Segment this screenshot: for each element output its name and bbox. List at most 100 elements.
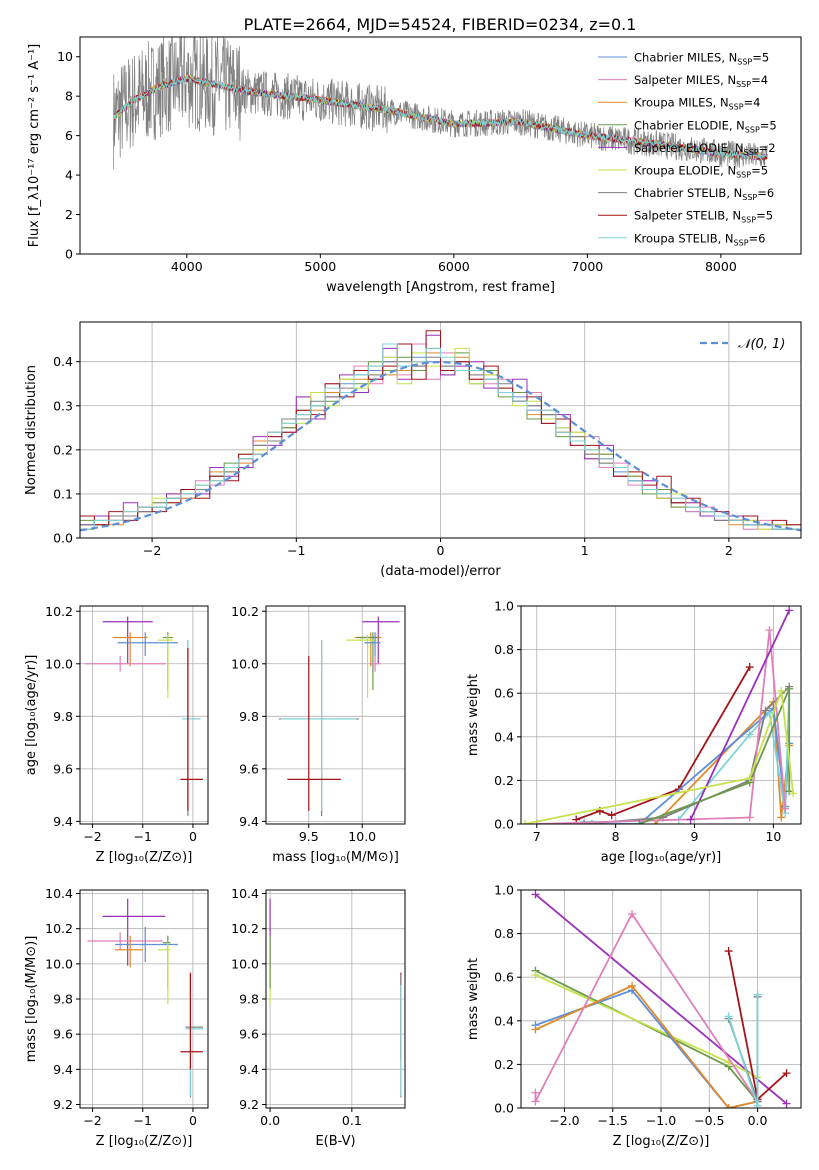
spectrum-xtick-label: 7000 — [571, 259, 603, 274]
mass-weight-marker — [628, 909, 637, 918]
mass_vs_ebv-ytick-label: 9.2 — [239, 1097, 259, 1112]
spectrum-ytick-label: 6 — [65, 128, 73, 143]
mass-weight-marker — [686, 815, 695, 824]
massweight_vs_z-xtick-label: −2.0 — [549, 1113, 579, 1128]
mass-weight-marker — [745, 813, 754, 822]
mass_vs_ebv-panel: 0.0 0.1 9.2 9.4 9.6 9.8 10.0 10.2 10.4 E(B-V) — [231, 886, 406, 1149]
mass-weight-marker — [745, 774, 754, 783]
massweight_vs_z-ytick-label: 0.0 — [494, 1101, 514, 1116]
massweight_vs_z-panel: −2.0 −1.5 −1.0 −0.5 0.0 0.0 0.2 0.4 0.6 0.8 1.0 Z [… — [466, 883, 802, 1149]
mass-weight-line — [535, 984, 758, 1108]
residuals-xtick-label: 1 — [581, 543, 589, 558]
legend-label: Kroupa MILES, NSSP=4 — [634, 96, 760, 112]
mass_vs_z-xlabel: Z [log₁₀(Z/Z⊙)] — [96, 1134, 193, 1149]
mass-weight-marker — [777, 813, 786, 822]
mass-weight-marker — [651, 820, 660, 824]
mass-weight-marker — [781, 804, 790, 813]
mass-weight-line — [534, 912, 759, 1103]
mass-weight-line — [727, 996, 759, 1102]
mass-weight-marker — [745, 663, 754, 672]
mass_vs_z-ytick-label: 10.4 — [45, 886, 73, 901]
residuals-xtick-label: −2 — [143, 543, 161, 558]
age_vs_z-ytick-label: 10.0 — [45, 656, 73, 671]
massweight_vs_age-ytick-label: 0.0 — [494, 817, 514, 832]
massweight_vs_age-xtick-label: 9 — [691, 829, 699, 844]
spectrum-panel: 4000 5000 6000 7000 8000 0 2 4 6 8 10 wavelength [A… — [27, 36, 802, 295]
spectrum-xtick-label: 5000 — [304, 259, 336, 274]
mass_vs_ebv-ytick-label: 9.8 — [239, 992, 259, 1007]
mass-weight-marker — [724, 1012, 733, 1021]
spectrum-legend: Chabrier MILES, NSSP=5 Salpeter MILES, NS… — [598, 51, 777, 247]
massweight_vs_z-ytick-label: 1.0 — [494, 883, 514, 898]
legend-label: 𝒩(0, 1) — [738, 337, 785, 352]
massweight_vs_age-ytick-label: 0.6 — [494, 686, 514, 701]
spectrum-ytick-label: 4 — [65, 168, 73, 183]
massweight_vs_age-plot-area — [521, 606, 798, 824]
massweight_vs_age-ylabel: mass weight — [466, 674, 481, 756]
mass_vs_ebv-plot-area — [269, 898, 402, 1098]
legend-label: Salpeter MILES, NSSP=4 — [634, 73, 768, 89]
age_vs_mass-xlabel: mass [log₁₀(M/M⊙)] — [272, 850, 399, 865]
mass_vs_z-ylabel: mass [log₁₀(M/M⊙)] — [24, 936, 39, 1063]
mass-weight-marker — [531, 1097, 540, 1106]
massweight_vs_age-panel: 7 8 9 10 0.0 0.2 0.4 0.6 0.8 1.0 age [log₁₀(age/yr… — [466, 599, 802, 865]
residuals-ytick-label: 0.0 — [53, 531, 73, 546]
age_vs_z-xlabel: Z [log₁₀(Z/Z⊙)] — [96, 850, 193, 865]
mass_vs_z-panel: −2 −1 0 9.2 9.4 9.6 9.8 10.0 10.2 10.4 Z [log₁₀(Z/… — [24, 886, 209, 1149]
age_vs_mass-ytick-label: 9.4 — [239, 814, 259, 829]
age_vs_z-frame — [79, 605, 209, 825]
age_vs_z-ytick-label: 9.6 — [53, 761, 73, 776]
residuals-ytick-label: 0.2 — [53, 442, 73, 457]
massweight_vs_z-xtick-label: 0.0 — [748, 1113, 768, 1128]
mass-weight-marker — [724, 947, 733, 956]
legend-label: Chabrier STELIB, NSSP=6 — [634, 186, 774, 202]
mass-weight-marker — [777, 687, 786, 696]
massweight_vs_z-xtick-label: −1.5 — [598, 1113, 628, 1128]
spectrum-xtick-label: 6000 — [438, 259, 470, 274]
mass-weight-marker — [782, 1069, 791, 1078]
massweight_vs_z-ytick-label: 0.2 — [494, 1057, 514, 1072]
spectrum-plot-area — [112, 37, 768, 170]
massweight_vs_z-ylabel: mass weight — [466, 958, 481, 1040]
massweight_vs_z-plot-area — [531, 890, 791, 1108]
residuals-ytick-label: 0.1 — [53, 486, 73, 501]
mass_vs_z-xtick-label: −2 — [83, 1113, 101, 1128]
mass-weight-marker — [789, 789, 798, 798]
mass-weight-marker — [531, 1088, 540, 1097]
residuals-plot-area — [80, 330, 801, 532]
age_vs_mass-panel: 9.5 10.0 9.4 9.6 9.8 10.0 10.2 mass [log₁₀(M/M⊙… — [231, 604, 406, 865]
mass_vs_z-ytick-label: 10.2 — [45, 921, 73, 936]
age_vs_z-ytick-label: 9.4 — [53, 814, 73, 829]
age_vs_mass-ytick-label: 10.2 — [231, 604, 259, 619]
legend-label: Chabrier MILES, NSSP=5 — [634, 51, 769, 67]
mass-weight-marker — [761, 706, 770, 715]
figure-title: PLATE=2664, MJD=54524, FIBERID=0234, z=0… — [244, 15, 637, 34]
massweight_vs_age-ytick-label: 0.2 — [494, 773, 514, 788]
mass-weight-marker — [724, 1104, 733, 1108]
massweight_vs_z-ytick-label: 0.6 — [494, 970, 514, 985]
mass-weight-marker — [635, 820, 644, 824]
massweight_vs_age-ytick-label: 1.0 — [494, 599, 514, 614]
massweight_vs_age-frame — [520, 605, 802, 825]
histogram-step — [80, 330, 801, 526]
age_vs_z-panel: −2 −1 0 9.4 9.6 9.8 10.0 10.2 Z [log₁₀(Z/Z⊙)] age… — [24, 604, 209, 865]
age_vs_mass-xtick-label: 9.5 — [299, 829, 319, 844]
legend-label: Kroupa ELODIE, NSSP=5 — [634, 164, 768, 180]
mass-weight-marker — [753, 1101, 762, 1108]
mass_vs_ebv-ytick-label: 9.4 — [239, 1062, 259, 1077]
mass-weight-marker — [745, 730, 754, 739]
mass_vs_z-ytick-label: 9.2 — [53, 1097, 73, 1112]
spectrum-ytick-label: 8 — [65, 89, 73, 104]
mass-weight-marker — [531, 1025, 540, 1034]
legend-label: Chabrier ELODIE, NSSP=5 — [634, 118, 777, 134]
residuals-xtick-label: 0 — [437, 543, 445, 558]
spectrum-xtick-label: 4000 — [171, 259, 203, 274]
residuals-panel: −2 −1 0 1 2 0.0 0.1 0.2 0.3 0.4 (data-model)/error… — [24, 321, 802, 579]
mass-weight-marker — [580, 820, 589, 824]
normal-curve-line — [80, 360, 801, 532]
age_vs_z-plot-area — [85, 616, 203, 817]
massweight_vs_z-xtick-label: −0.5 — [694, 1113, 724, 1128]
age_vs_z-ylabel: age [log₁₀(age/yr)] — [24, 655, 39, 776]
spectrum-ytick-label: 0 — [65, 247, 73, 262]
massweight_vs_age-xlabel: age [log₁₀(age/yr)] — [601, 850, 722, 865]
